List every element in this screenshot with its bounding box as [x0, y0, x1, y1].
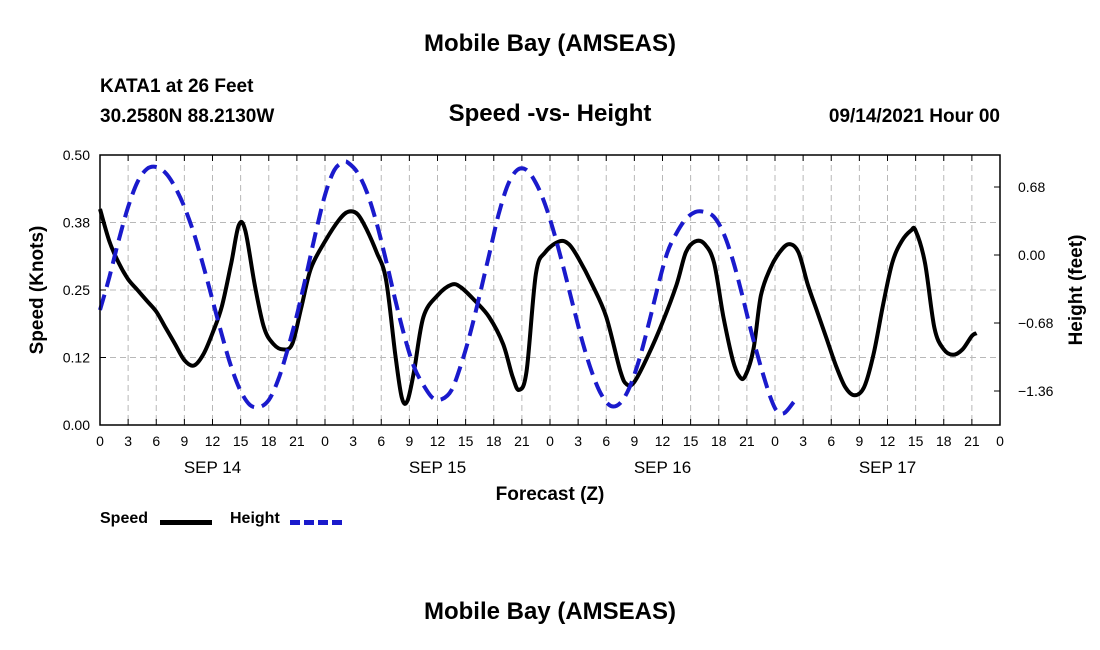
chart-title-top: Mobile Bay (AMSEAS)	[423, 30, 677, 57]
x-tick-label: 12	[205, 433, 221, 449]
day-label: SEP 17	[859, 458, 916, 477]
x-tick-label: 6	[827, 433, 835, 449]
x-tick-label: 18	[936, 433, 952, 449]
day-label: SEP 16	[634, 458, 691, 477]
legend-height-swatch	[290, 520, 342, 525]
y-tick-label: 0.12	[63, 350, 90, 366]
day-label: SEP 15	[409, 458, 466, 477]
y-tick-label: 0.00	[63, 417, 90, 433]
x-tick-label: 0	[321, 433, 329, 449]
x-tick-label: 21	[964, 433, 980, 449]
x-tick-label: 3	[799, 433, 807, 449]
x-tick-label: 6	[152, 433, 160, 449]
x-tick-label: 6	[602, 433, 610, 449]
x-tick-label: 15	[908, 433, 924, 449]
x-tick-label: 12	[430, 433, 446, 449]
x-tick-label: 15	[683, 433, 699, 449]
x-tick-label: 3	[574, 433, 582, 449]
y2-tick-label: −1.36	[1018, 383, 1054, 399]
y2-tick-label: 0.68	[1018, 179, 1045, 195]
x-tick-label: 6	[377, 433, 385, 449]
x-tick-label: 18	[486, 433, 502, 449]
x-tick-label: 12	[880, 433, 896, 449]
x-tick-label: 21	[289, 433, 305, 449]
x-tick-label: 18	[711, 433, 727, 449]
x-tick-label: 9	[855, 433, 863, 449]
x-tick-label: 21	[739, 433, 755, 449]
series-line-height	[98, 159, 796, 416]
forecast-datestamp: 09/14/2021 Hour 00	[828, 106, 1000, 127]
y-axis-label: Speed (Knots)	[27, 226, 48, 355]
legend-height-label: Height	[230, 510, 280, 527]
y-tick-label: 0.38	[63, 215, 90, 231]
legend-speed-label: Speed	[100, 510, 149, 527]
y2-axis-label: Height (feet)	[1066, 235, 1087, 346]
x-tick-label: 0	[771, 433, 779, 449]
x-tick-label: 0	[546, 433, 554, 449]
coordinates-label: 30.2580N 88.2130W	[100, 106, 275, 127]
chart-subtitle: Speed -vs- Height	[448, 100, 652, 127]
chart-title-bottom: Mobile Bay (AMSEAS)	[423, 598, 677, 625]
x-tick-label: 9	[405, 433, 413, 449]
station-label: KATA1 at 26 Feet	[100, 76, 254, 97]
x-tick-label: 15	[458, 433, 474, 449]
y-tick-label: 0.25	[63, 282, 90, 298]
x-tick-label: 21	[514, 433, 530, 449]
axes: 0 3 6 9 12 15 18 21 0 3 6 9 12 15 18 21 0 3 6 9 12 15 18 21 0 3 6 9…	[63, 147, 1054, 477]
x-tick-label: 0	[96, 433, 104, 449]
x-tick-label: 15	[233, 433, 249, 449]
y-tick-label: 0.50	[63, 147, 90, 163]
legend-speed-swatch	[160, 520, 212, 525]
x-tick-label: 18	[261, 433, 277, 449]
series-line-speed	[98, 208, 978, 406]
x-tick-label: 3	[124, 433, 132, 449]
y2-tick-label: −0.68	[1018, 315, 1054, 331]
series-layer	[98, 159, 978, 416]
x-tick-label: 3	[349, 433, 357, 449]
x-tick-label: 0	[996, 433, 1004, 449]
x-tick-label: 12	[655, 433, 671, 449]
day-label: SEP 14	[184, 458, 241, 477]
x-tick-label: 9	[630, 433, 638, 449]
x-tick-label: 9	[180, 433, 188, 449]
y2-tick-label: 0.00	[1018, 247, 1045, 263]
x-axis-label: Forecast (Z)	[496, 484, 605, 505]
